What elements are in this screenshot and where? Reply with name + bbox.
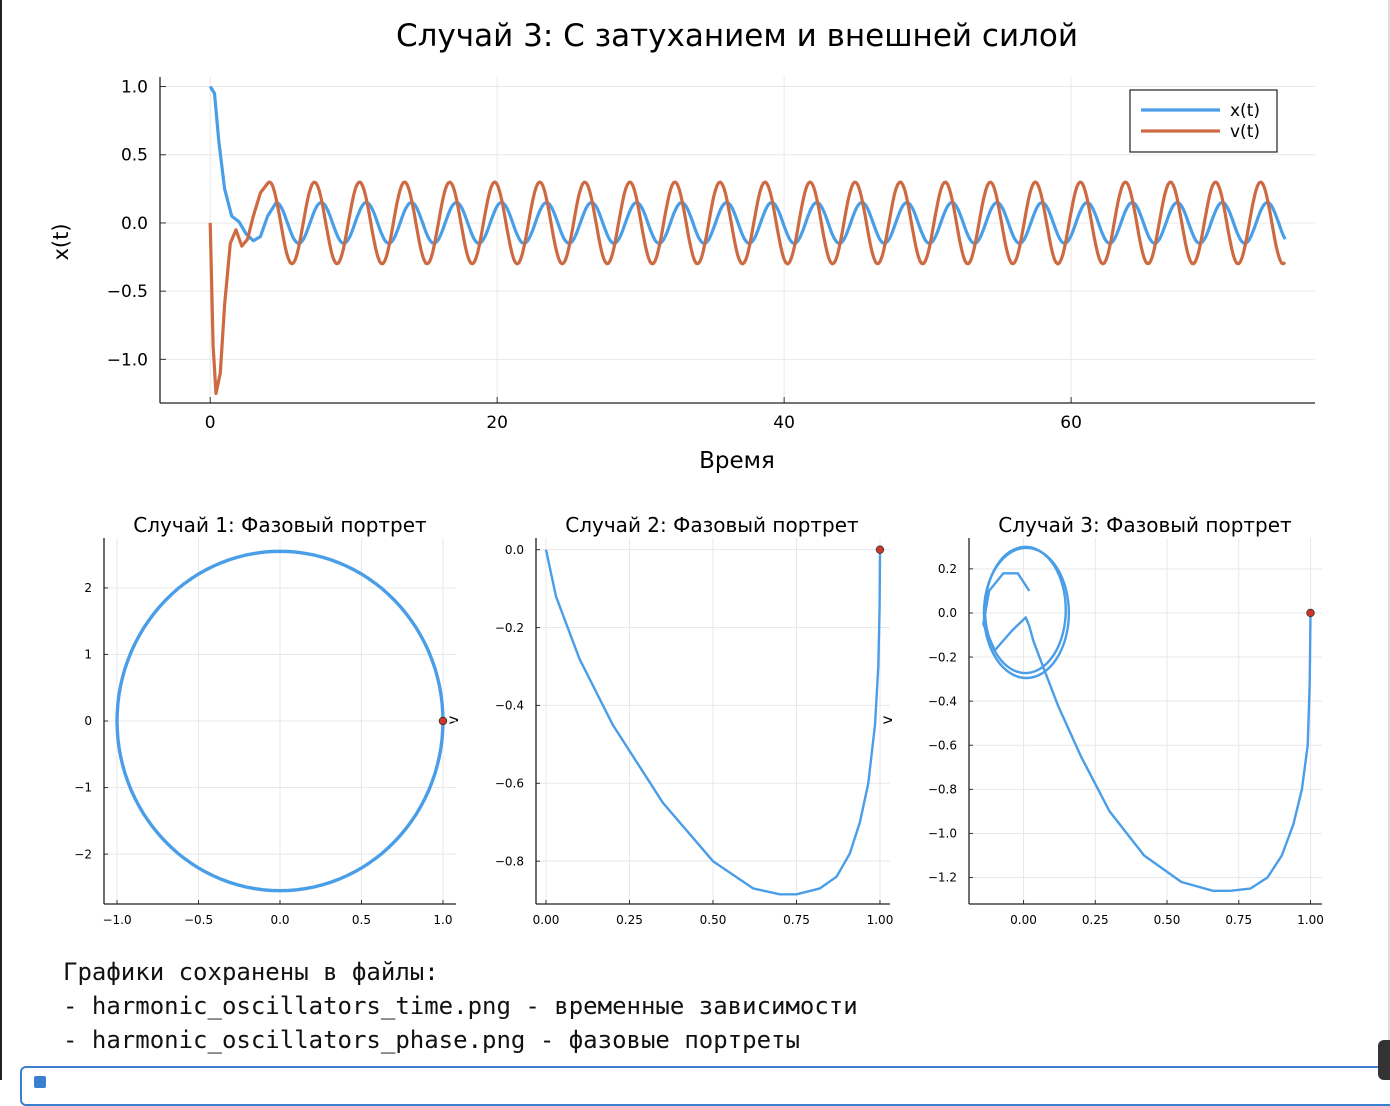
x-tick-label: 0.50 [1154, 913, 1181, 927]
y-tick-label: −0.5 [107, 282, 148, 302]
x-tick-label: 0.25 [1082, 913, 1109, 927]
x-tick-label: 1.0 [433, 913, 452, 927]
x-tick-label: 40 [773, 413, 795, 433]
y-tick-label: 1.0 [121, 77, 148, 97]
phase-chart-3: Случай 3: Фазовый портрет v 0.00 0.25 0.50… [878, 513, 1324, 927]
y-tick-label: 0.0 [938, 606, 957, 620]
y-tick-label: −1.0 [107, 350, 148, 370]
x-tick-label: 0 [205, 413, 216, 433]
x-tick-label: 0.75 [783, 913, 810, 927]
y-tick-label: 0.0 [121, 214, 148, 234]
x-tick-label: 0.75 [1225, 913, 1252, 927]
phase-chart-2: Случай 2: Фазовый портрет 0.00 0.25 0.50 0.… [495, 513, 893, 927]
phase-chart-1: Случай 1: Фазовый портрет v −1.0 −0.5 0.0 0… [74, 513, 462, 927]
x-tick-label: 1.00 [867, 913, 894, 927]
series-line-0 [115, 549, 445, 893]
y-tick-label: −1.0 [928, 827, 957, 841]
y-tick-label: −0.4 [928, 694, 957, 708]
x-tick-label: 20 [486, 413, 508, 433]
scrollbar-track[interactable] [1388, 0, 1390, 1080]
output-line-2: - harmonic_oscillators_time.png - времен… [63, 992, 858, 1020]
limit-cycle [983, 545, 1067, 675]
phase3-title: Случай 3: Фазовый портрет [998, 513, 1292, 537]
y-tick-label: −1.2 [928, 871, 957, 885]
x-tick-label: 60 [1060, 413, 1082, 433]
series-line-vt [208, 180, 1287, 396]
y-tick-label: 0.2 [938, 562, 957, 576]
next-code-cell[interactable] [20, 1066, 1390, 1106]
phase2-title: Случай 2: Фазовый портрет [565, 513, 859, 537]
x-tick-label: −1.0 [102, 913, 131, 927]
x-tick-label: 0.50 [700, 913, 727, 927]
legend-label: v(t) [1230, 122, 1260, 142]
y-tick-label: −0.6 [495, 776, 524, 790]
cell-output: Графики сохранены в файлы: - harmonic_osc… [63, 955, 858, 1057]
x-tick-label: −0.5 [184, 913, 213, 927]
series-line-0 [982, 572, 1312, 892]
y-tick-label: −2 [74, 847, 92, 861]
series-line-0 [544, 549, 882, 896]
y-tick-label: −0.4 [495, 699, 524, 713]
y-tick-label: −0.2 [928, 650, 957, 664]
start-point [438, 716, 448, 726]
x-tick-label: 0.0 [270, 913, 289, 927]
legend: x(t)v(t) [1129, 89, 1278, 153]
y-tick-label: 0 [84, 714, 92, 728]
y-tick-label: −0.6 [928, 738, 957, 752]
phase1-ylabel: v [444, 715, 462, 724]
start-point [875, 545, 885, 554]
plots-figure: Случай 3: С затуханием и внешней силой x… [49, 18, 1324, 927]
y-tick-label: 0.0 [505, 543, 524, 557]
phase1-title: Случай 1: Фазовый портрет [133, 513, 427, 537]
phase3-ylabel: v [878, 715, 896, 724]
x-tick-label: 0.5 [352, 913, 371, 927]
time-chart-ylabel: x(t) [49, 223, 73, 260]
y-tick-label: 1 [84, 648, 92, 662]
x-tick-label: 0.00 [533, 913, 560, 927]
start-point [1306, 608, 1315, 618]
time-chart-xlabel: Время [699, 448, 775, 474]
window-edge [0, 0, 2, 1080]
x-tick-label: 0.25 [616, 913, 643, 927]
legend-label: x(t) [1230, 101, 1260, 121]
time-chart-title: Случай 3: С затуханием и внешней силой [396, 18, 1078, 54]
output-line-1: Графики сохранены в файлы: [63, 958, 439, 986]
y-tick-label: −0.2 [495, 621, 524, 635]
y-tick-label: −1 [74, 781, 92, 795]
legend-box [1129, 89, 1278, 153]
x-tick-label: 0.00 [1010, 913, 1037, 927]
output-line-3: - harmonic_oscillators_phase.png - фазов… [63, 1026, 800, 1054]
y-tick-label: 2 [84, 581, 92, 595]
y-tick-label: −0.8 [928, 783, 957, 797]
time-chart: Случай 3: С затуханием и внешней силой x… [49, 18, 1315, 474]
y-tick-label: −0.8 [495, 854, 524, 868]
x-tick-label: 1.00 [1297, 913, 1324, 927]
y-tick-label: 0.5 [121, 146, 148, 166]
scrollbar-thumb[interactable] [1378, 1040, 1390, 1080]
cell-marker-icon [34, 1076, 46, 1088]
